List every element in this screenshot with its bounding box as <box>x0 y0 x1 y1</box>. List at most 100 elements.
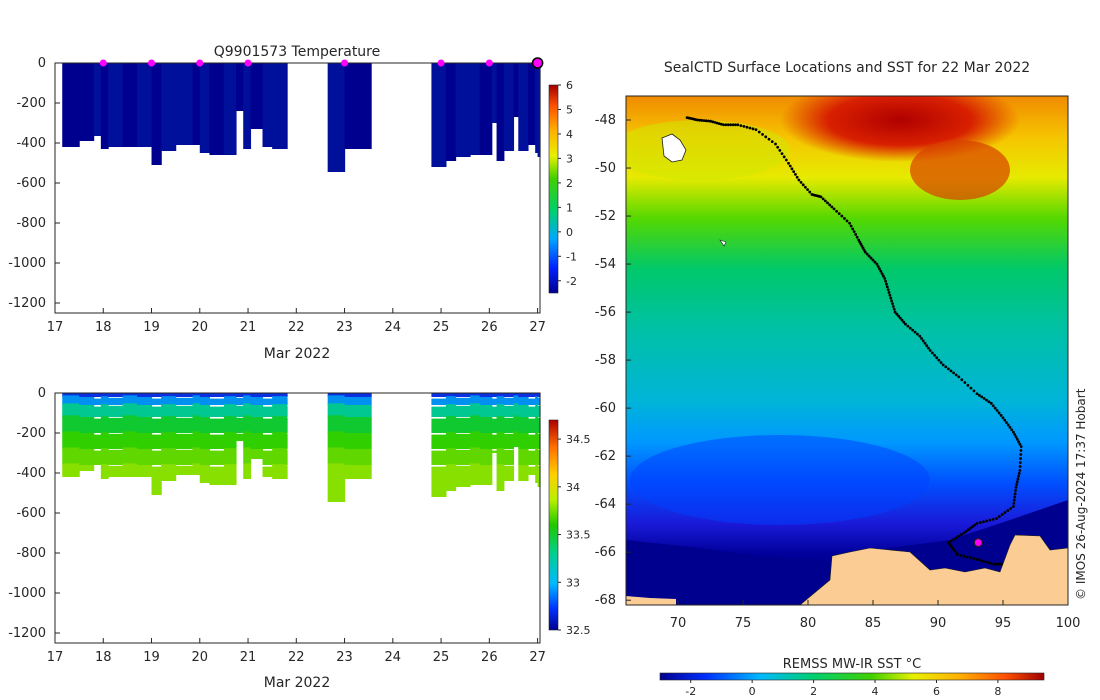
track-point <box>715 121 719 125</box>
surfacing-marker[interactable] <box>437 59 445 67</box>
track-point <box>916 332 919 336</box>
salinity-profile-cell <box>209 406 225 417</box>
surfacing-marker[interactable] <box>244 59 252 67</box>
track-point <box>871 258 875 262</box>
track-point <box>823 199 827 203</box>
track-point <box>1006 509 1010 512</box>
track-point <box>828 203 832 207</box>
salinity-profile-cell <box>79 465 95 471</box>
salinity-profile-cell <box>535 416 539 433</box>
salinity-profile-cell <box>445 396 457 405</box>
salinity-profile-cell <box>192 403 201 417</box>
salinity-profile-cell <box>327 393 346 397</box>
track-point <box>933 353 936 357</box>
temperature-chart-title: Q9901573 Temperature <box>214 44 381 60</box>
track-point <box>957 534 961 538</box>
salinity-profile-cell <box>175 405 194 417</box>
salinity-profile-cell <box>431 398 447 405</box>
temperature-profile-cell <box>286 63 288 149</box>
salinity-profile-cell <box>209 418 225 433</box>
map-x-tick-label: 75 <box>735 616 752 631</box>
track-point <box>867 254 871 258</box>
salinity-profile-cell <box>503 449 515 465</box>
track-point <box>981 559 985 563</box>
salinity-profile-cell <box>137 417 153 433</box>
track-point <box>904 322 907 326</box>
track-point <box>1012 505 1015 508</box>
y-tick-label: -400 <box>16 466 46 481</box>
track-point <box>1015 480 1019 484</box>
salinity-profile-cell <box>455 393 471 397</box>
temperature-y-axis: 0 -200 -400 -600 -800 -1000 -1200 <box>8 56 60 311</box>
track-point <box>987 400 991 404</box>
salinity-profile-cell <box>272 404 288 417</box>
track-point <box>885 282 888 286</box>
heard-island <box>719 239 727 247</box>
track-point <box>700 119 704 122</box>
temperature-profile-cell <box>496 63 505 161</box>
salinity-profile-cell <box>262 450 273 465</box>
last-position-marker[interactable] <box>973 537 983 548</box>
surfacing-marker[interactable] <box>485 59 493 67</box>
track-point <box>819 195 823 199</box>
salinity-profile-cell <box>455 433 471 449</box>
track-point <box>975 557 979 561</box>
track-point <box>1019 445 1023 448</box>
salinity-profile-cell <box>445 393 457 397</box>
salinity-profile-cell <box>199 405 211 417</box>
track-point <box>795 175 799 179</box>
salinity-profile-cell <box>151 418 162 433</box>
track-point <box>908 326 912 330</box>
track-point <box>1014 435 1018 439</box>
track-point <box>948 543 952 546</box>
salinity-profile-cell <box>455 397 471 405</box>
map-y-tick-label: -68 <box>595 593 616 608</box>
salinity-profile-cell <box>535 396 539 405</box>
track-point <box>997 515 1001 518</box>
track-point <box>1003 418 1007 422</box>
colorbar-tick-label: 5 <box>566 103 573 116</box>
track-point <box>808 190 812 194</box>
map-x-tick-label: 85 <box>865 616 882 631</box>
track-point <box>1018 465 1022 468</box>
salinity-profile-cell <box>470 393 481 397</box>
sst-frontal-zone <box>626 120 790 180</box>
track-point <box>884 279 887 283</box>
track-point <box>774 142 777 146</box>
salinity-profile-cell <box>250 433 264 449</box>
salinity-profile-cell <box>518 397 529 405</box>
x-tick-label: 26 <box>481 650 498 665</box>
salinity-profile-cell <box>455 417 471 433</box>
salinity-profile-cell <box>161 396 177 405</box>
track-point <box>941 363 945 367</box>
colorbar-tick-label: 1 <box>566 201 573 214</box>
last-surfacing-marker[interactable] <box>531 57 544 69</box>
temperature-profile-cell <box>537 63 541 157</box>
surfacing-marker[interactable] <box>99 59 107 67</box>
track-point <box>832 207 836 211</box>
surfacing-marker[interactable] <box>341 59 349 67</box>
surfacing-marker[interactable] <box>148 59 156 67</box>
x-tick-label: 17 <box>47 650 64 665</box>
track-point <box>972 389 976 393</box>
track-point <box>954 551 958 554</box>
salinity-profile-cell <box>235 433 244 441</box>
salinity-profile-cell <box>79 397 95 405</box>
map-title: SealCTD Surface Locations and SST for 22… <box>664 60 1030 76</box>
track-point <box>953 549 956 552</box>
salinity-profile-cell <box>455 465 471 487</box>
track-point <box>711 120 715 124</box>
track-point <box>950 545 953 548</box>
track-point <box>997 411 1001 415</box>
track-point <box>751 127 755 131</box>
temperature-profile-cell <box>513 63 519 117</box>
track-point <box>954 373 958 377</box>
track-point <box>1018 461 1022 464</box>
track-point <box>959 553 963 557</box>
temperature-profile-cell <box>445 63 457 161</box>
surfacing-marker[interactable] <box>196 59 204 67</box>
track-point <box>960 378 964 382</box>
track-point <box>845 219 849 223</box>
track-point <box>1003 511 1007 514</box>
track-point <box>1013 492 1017 496</box>
